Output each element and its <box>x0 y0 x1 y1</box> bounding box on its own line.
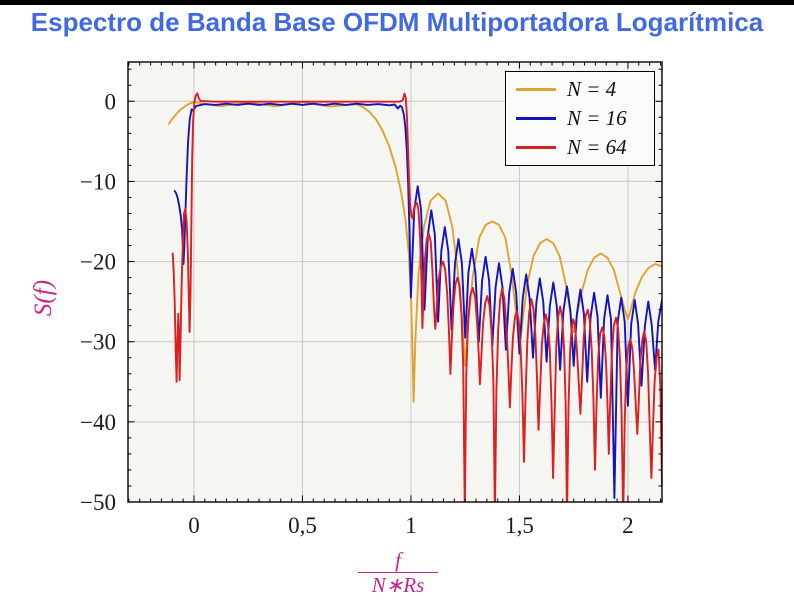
series-group <box>168 92 662 502</box>
legend: N = 4 N = 16 N = 64 <box>505 71 655 166</box>
legend-entry: N = 4 <box>516 77 646 103</box>
legend-label: N = 16 <box>567 106 627 130</box>
x-axis-label: f N∗Rs <box>358 549 438 596</box>
axis-ticks <box>128 62 662 503</box>
legend-swatch <box>516 88 556 92</box>
svg-text:−10: −10 <box>80 169 116 194</box>
x-axis-label-denominator: N∗Rs <box>358 572 438 596</box>
svg-text:2: 2 <box>622 513 634 538</box>
plot-border <box>127 61 663 503</box>
series-n-64 <box>171 92 662 502</box>
legend-entry: N = 64 <box>516 134 646 160</box>
svg-text:1,5: 1,5 <box>505 513 534 538</box>
x-tick-labels: 0 0,5 1 1,5 2 <box>188 513 633 538</box>
svg-text:−50: −50 <box>80 490 116 515</box>
svg-text:−40: −40 <box>80 410 116 435</box>
legend-entry: N = 16 <box>516 106 646 132</box>
svg-text:−30: −30 <box>80 330 116 355</box>
svg-text:0,5: 0,5 <box>288 513 317 538</box>
y-tick-labels: 0 −10 −20 −30 −40 −50 <box>80 89 116 515</box>
top-bar <box>0 0 794 5</box>
page-title: Espectro de Banda Base OFDM Multiportado… <box>30 7 764 37</box>
legend-swatch <box>516 117 556 120</box>
legend-label: N = 64 <box>567 134 627 159</box>
y-axis-label: S(f) <box>30 279 57 317</box>
svg-text:0: 0 <box>188 513 200 538</box>
legend-swatch <box>516 145 556 149</box>
svg-text:−20: −20 <box>80 250 116 275</box>
svg-text:1: 1 <box>405 513 417 538</box>
series-n-16 <box>173 102 662 499</box>
svg-text:0: 0 <box>105 89 117 114</box>
legend-label: N = 4 <box>567 77 617 102</box>
x-axis-label-numerator: f <box>395 548 401 572</box>
